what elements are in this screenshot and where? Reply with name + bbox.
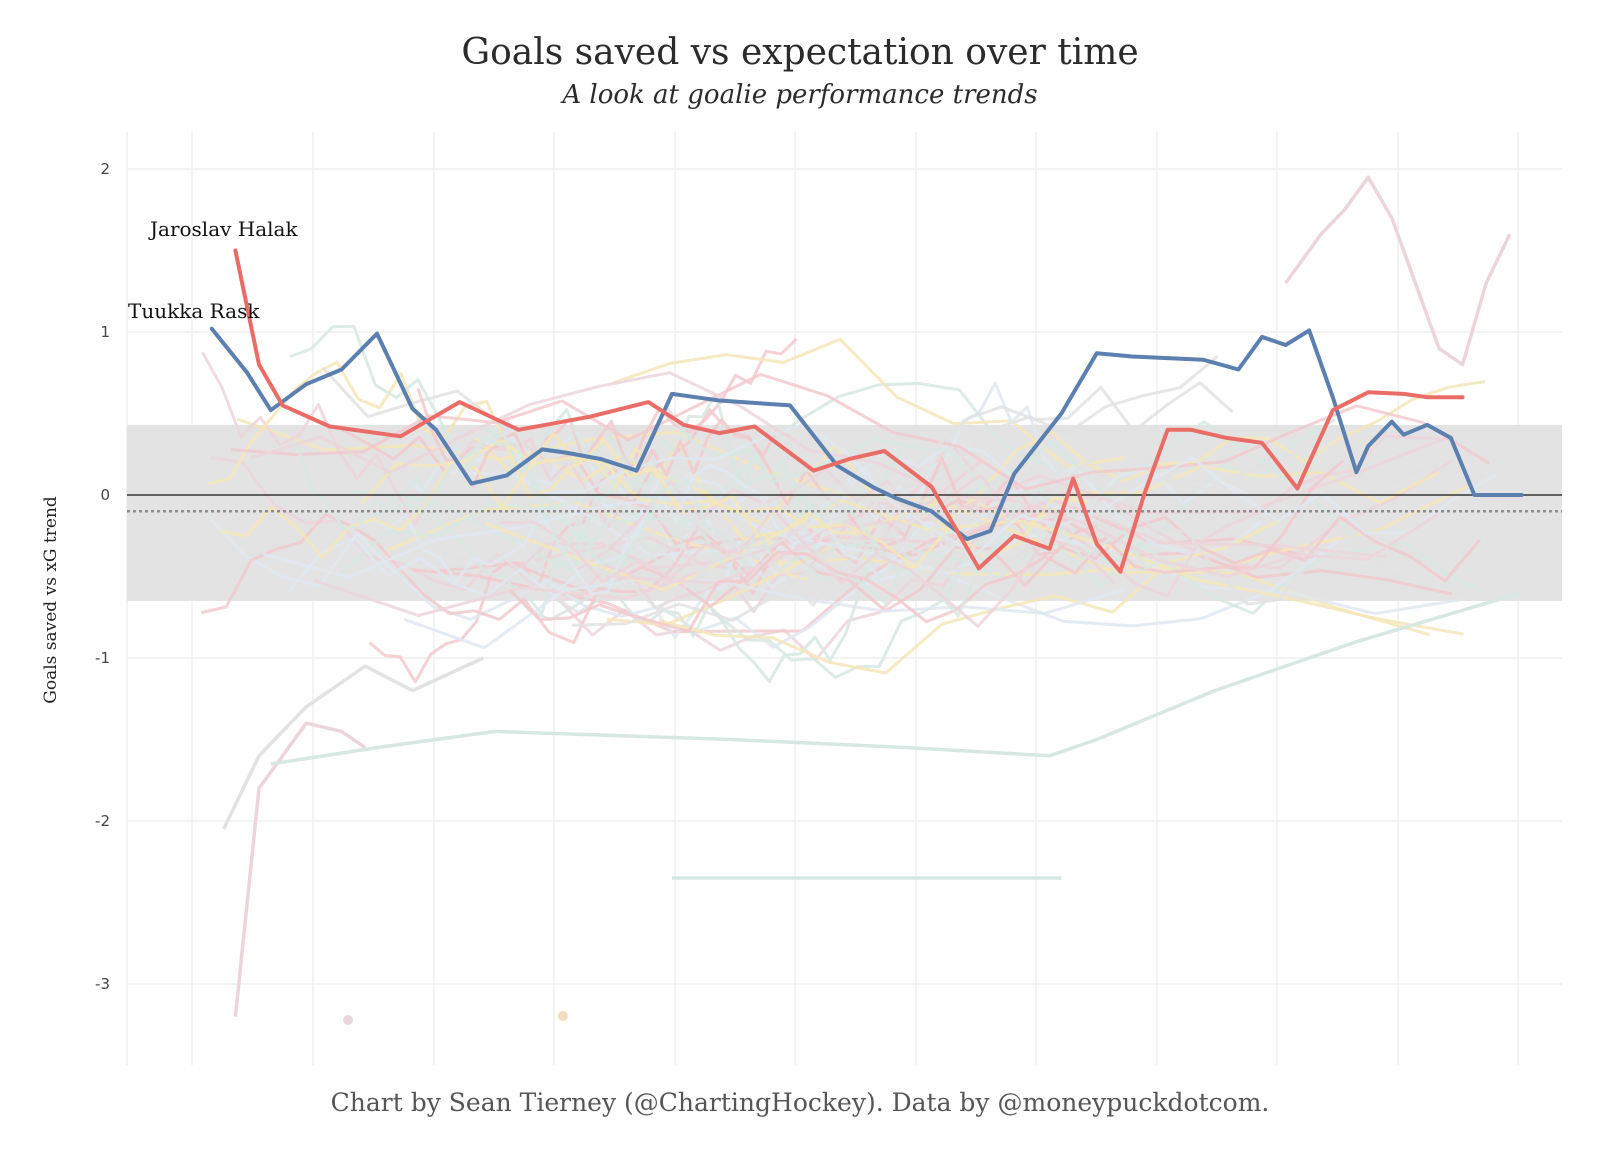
y-tick-label: -2 <box>95 812 110 830</box>
background-series-line <box>393 468 831 576</box>
chart-subtitle: A look at goalie performance trends <box>562 80 1038 110</box>
background-series-line <box>606 464 1440 627</box>
chart-caption: Chart by Sean Tierney (@ChartingHockey).… <box>330 1088 1270 1117</box>
outlier-series-line <box>233 721 367 1017</box>
outlier-point <box>343 1015 353 1025</box>
background-series-line <box>485 499 1464 636</box>
background-series-line <box>630 408 1098 557</box>
y-axis-ticks: 2 1 0 -1 -2 -3 <box>95 160 110 993</box>
outlier-series-line <box>1284 175 1512 367</box>
series-line-jaroslav-halak <box>233 248 1465 574</box>
outlier-series-line <box>222 656 484 830</box>
annotation-tuukka-rask: Tuukka Rask <box>128 299 260 323</box>
background-series-line <box>571 440 1485 627</box>
background-series-line <box>250 371 1439 578</box>
background-series-line <box>390 355 1219 615</box>
highlight-series <box>209 248 1524 574</box>
background-series-line <box>658 517 1284 675</box>
chart-title: Goals saved vs expectation over time <box>461 32 1139 73</box>
y-axis-label: Goals saved vs xG trend <box>41 496 61 704</box>
y-tick-label: 0 <box>100 486 110 504</box>
background-series-line <box>406 416 834 581</box>
y-tick-label: -3 <box>95 975 110 993</box>
background-series-line <box>500 508 1116 628</box>
background-series-line <box>403 577 1126 650</box>
background-series-line <box>542 423 1497 556</box>
background-series-line <box>230 372 1490 491</box>
background-series-line <box>416 387 792 488</box>
reference-lines <box>127 494 1562 513</box>
background-series-line <box>337 420 1358 578</box>
background-series-line <box>208 360 808 582</box>
background-series-line <box>371 464 880 596</box>
annotation-jaroslav-halak: Jaroslav Halak <box>148 217 298 241</box>
background-series-line <box>201 513 749 645</box>
y-tick-label: 2 <box>100 160 110 178</box>
background-series-line <box>479 424 878 683</box>
background-series <box>201 175 1523 1025</box>
outlier-series-line <box>270 591 1523 766</box>
y-tick-label: -1 <box>95 649 110 667</box>
background-series-line <box>670 381 1234 550</box>
series-line-tuukka-rask <box>209 326 1524 541</box>
background-series-line <box>532 470 1312 612</box>
background-series-line <box>289 325 909 605</box>
outlier-point <box>558 1011 568 1021</box>
background-series-line <box>446 470 1339 628</box>
background-series-line <box>373 477 1012 679</box>
y-tick-label: 1 <box>100 323 110 341</box>
background-series-line <box>581 476 993 586</box>
background-series-line <box>361 439 1088 569</box>
background-series-line <box>508 459 1345 633</box>
